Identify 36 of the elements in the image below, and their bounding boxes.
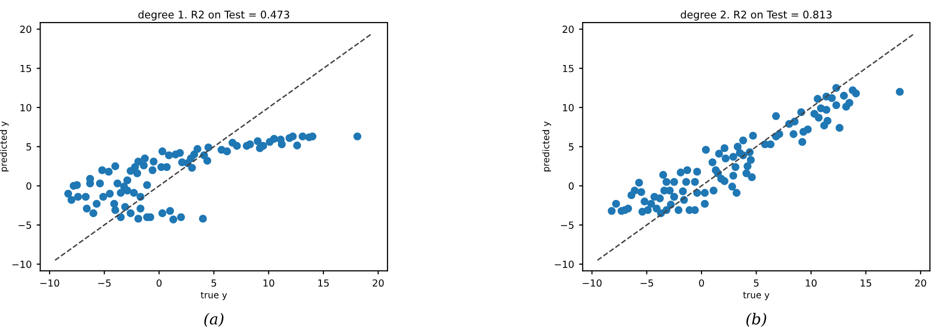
- x-tick-label: 20: [915, 279, 926, 287]
- y-tick-label: 5: [26, 143, 32, 150]
- x-tick-label: 5: [212, 279, 216, 287]
- y-tick-label: −10: [12, 260, 32, 268]
- x-tick-label: 5: [754, 279, 759, 287]
- x-tick-label: 10: [264, 279, 274, 287]
- text: (a): [204, 312, 224, 327]
- x-tick-label: −10: [582, 279, 602, 287]
- y-tick-label: −5: [18, 222, 32, 229]
- y-tick-label: −5: [561, 222, 574, 229]
- chart-title: degree 1. R2 on Test = 0.473: [138, 10, 290, 21]
- y-tick-label: 15: [563, 64, 574, 72]
- y-axis-title: predicted y: [542, 121, 552, 172]
- y-tick-label: 10: [20, 104, 32, 112]
- x-axis-title: true y: [200, 292, 227, 300]
- x-tick-label: 0: [699, 279, 704, 287]
- x-tick-label: 20: [372, 279, 384, 287]
- x-tick-label: −5: [98, 279, 111, 287]
- x-tick-label: 15: [318, 279, 329, 287]
- x-tick-label: −10: [40, 279, 60, 287]
- y-tick-label: 5: [568, 143, 574, 150]
- y-tick-label: 0: [26, 182, 32, 190]
- y-tick-label: 15: [20, 64, 32, 72]
- y-tick-label: 10: [563, 104, 574, 112]
- x-tick-label: 15: [860, 279, 872, 287]
- x-tick-label: 0: [156, 279, 162, 287]
- y-tick-label: 20: [20, 26, 32, 33]
- x-tick-label: 10: [806, 279, 817, 287]
- x-axis-title: true y: [743, 292, 770, 300]
- y-axis-title: predicted y: [0, 121, 9, 172]
- y-tick-label: 0: [568, 182, 574, 190]
- chart-title: degree 2. R2 on Test = 0.813: [680, 10, 832, 21]
- y-tick-label: 20: [562, 26, 574, 33]
- text: (b): [746, 312, 766, 327]
- y-tick-label: −10: [554, 260, 574, 268]
- x-tick-label: −5: [640, 279, 654, 287]
